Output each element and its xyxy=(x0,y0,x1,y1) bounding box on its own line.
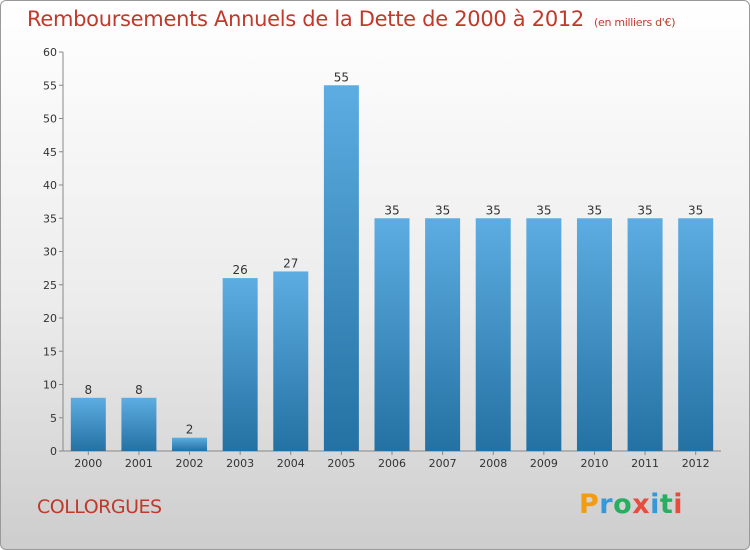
y-tick-label: 55 xyxy=(43,79,57,92)
bar xyxy=(678,218,714,451)
data-label: 35 xyxy=(587,203,602,217)
y-tick-label: 20 xyxy=(43,312,57,325)
bar xyxy=(425,218,461,451)
data-label: 2 xyxy=(186,423,194,437)
data-label: 35 xyxy=(435,203,450,217)
bar xyxy=(121,397,157,451)
bar xyxy=(273,271,309,451)
y-tick-label: 35 xyxy=(43,212,57,225)
y-tick-label: 50 xyxy=(43,113,57,126)
chart-title: Remboursements Annuels de la Dette de 20… xyxy=(27,7,676,31)
x-tick-label: 2009 xyxy=(530,457,558,470)
bar xyxy=(323,85,359,451)
proxiti-logo: Proxiti xyxy=(579,489,683,520)
bar xyxy=(374,218,410,451)
data-label: 27 xyxy=(283,256,298,270)
logo-letter: P xyxy=(579,489,600,520)
data-label: 35 xyxy=(688,203,703,217)
data-label: 55 xyxy=(334,70,349,84)
x-tick-label: 2010 xyxy=(580,457,608,470)
data-label: 8 xyxy=(84,383,92,397)
bar xyxy=(222,278,258,451)
x-tick-label: 2000 xyxy=(74,457,102,470)
bar xyxy=(526,218,562,451)
data-label: 26 xyxy=(233,263,248,277)
x-tick-label: 2007 xyxy=(429,457,457,470)
logo-letter: t xyxy=(659,489,674,520)
y-tick-label: 45 xyxy=(43,146,57,159)
y-tick-label: 0 xyxy=(50,445,57,458)
x-tick-label: 2001 xyxy=(125,457,153,470)
chart-subtitle: (en milliers d'€) xyxy=(594,16,676,29)
x-tick-label: 2011 xyxy=(631,457,659,470)
y-tick-label: 30 xyxy=(43,246,57,259)
data-label: 35 xyxy=(486,203,501,217)
bar xyxy=(475,218,511,451)
data-label: 35 xyxy=(536,203,551,217)
bar xyxy=(627,218,663,451)
y-tick-label: 5 xyxy=(50,412,57,425)
bar xyxy=(576,218,612,451)
data-label: 8 xyxy=(135,383,143,397)
x-tick-label: 2006 xyxy=(378,457,406,470)
y-tick-label: 60 xyxy=(43,46,57,59)
bar xyxy=(172,437,208,451)
bar xyxy=(70,397,106,451)
data-label: 35 xyxy=(637,203,652,217)
x-tick-label: 2005 xyxy=(327,457,355,470)
y-tick-label: 40 xyxy=(43,179,57,192)
logo-letter: i xyxy=(673,489,684,520)
x-tick-label: 2002 xyxy=(176,457,204,470)
y-tick-label: 25 xyxy=(43,279,57,292)
x-tick-label: 2004 xyxy=(277,457,305,470)
x-tick-label: 2008 xyxy=(479,457,507,470)
logo-letter: i xyxy=(650,489,660,520)
y-tick-label: 15 xyxy=(43,345,57,358)
logo-letter: o xyxy=(613,489,633,520)
x-tick-label: 2012 xyxy=(682,457,710,470)
y-tick-label: 10 xyxy=(43,379,57,392)
data-label: 35 xyxy=(384,203,399,217)
logo-letter: x xyxy=(632,489,651,520)
logo-letter: r xyxy=(599,489,614,520)
town-name: COLLORGUES xyxy=(37,496,162,518)
x-tick-label: 2003 xyxy=(226,457,254,470)
